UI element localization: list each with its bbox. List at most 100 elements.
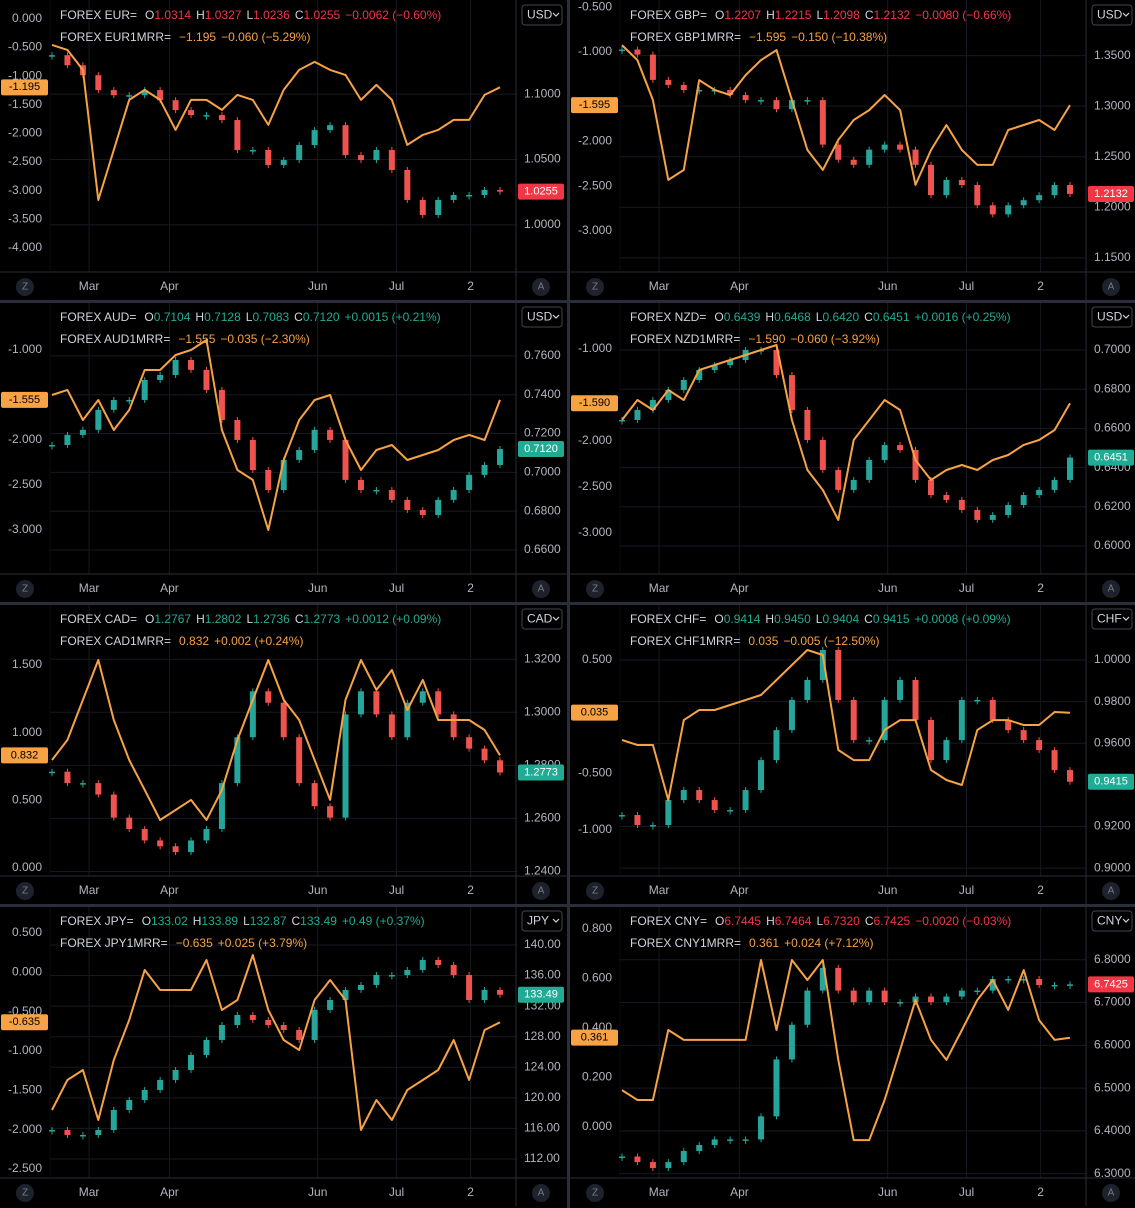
candle [974, 990, 981, 993]
currency-label[interactable]: CAD [527, 612, 553, 626]
control-label[interactable]: A [538, 584, 545, 595]
candle [126, 817, 133, 830]
y2-tick-label: 1.2600 [524, 811, 561, 825]
candle [388, 489, 395, 500]
control-button[interactable] [586, 882, 604, 900]
currency-chevron[interactable] [552, 314, 560, 319]
control-label[interactable]: Z [22, 1188, 28, 1199]
control-label[interactable]: A [1108, 1188, 1115, 1199]
currency-button[interactable] [521, 608, 563, 630]
currency-label[interactable]: USD [1097, 310, 1123, 324]
control-label[interactable]: Z [22, 282, 28, 293]
currency-button[interactable] [521, 4, 563, 26]
mrr-symbol: FOREX CHF1MRR= [630, 634, 740, 648]
currency-button[interactable] [521, 910, 563, 932]
control-button[interactable] [16, 1184, 34, 1202]
control-label[interactable]: A [538, 1188, 545, 1199]
y-tick-label: -1.000 [8, 1043, 42, 1057]
control-button[interactable] [1102, 1184, 1120, 1202]
candle [435, 959, 442, 966]
control-button[interactable] [532, 278, 550, 296]
control-button[interactable] [586, 278, 604, 296]
currency-label[interactable]: USD [1097, 8, 1123, 22]
candle [819, 649, 826, 680]
candle [649, 399, 656, 410]
currency-button[interactable] [1091, 910, 1133, 932]
control-label[interactable]: Z [22, 584, 28, 595]
candle [172, 846, 179, 853]
control-label[interactable]: A [538, 282, 545, 293]
x-tick-label: Jun [308, 883, 327, 897]
currency-chevron[interactable] [552, 12, 560, 17]
currency-label[interactable]: CHF [1097, 612, 1122, 626]
mrr-line [51, 43, 501, 201]
quote-header: FOREX CAD= O1.2767 H1.2802 L1.2736 C1.2773 +0… [60, 612, 441, 626]
ohlc-label: C [295, 612, 304, 626]
x-tick-label: 2 [467, 581, 474, 595]
control-button[interactable] [16, 882, 34, 900]
control-label[interactable]: Z [592, 886, 598, 897]
x-tick-label: Apr [730, 1185, 749, 1199]
currency-label[interactable]: USD [527, 310, 553, 324]
control-label[interactable]: A [1108, 282, 1115, 293]
ohlc-label: O [145, 612, 154, 626]
control-button[interactable] [1102, 580, 1120, 598]
ohlc-value: 6.7445 [724, 914, 761, 928]
control-label[interactable]: Z [22, 886, 28, 897]
candle [1036, 740, 1043, 751]
y2-tick-label: 0.9200 [1094, 819, 1131, 833]
currency-chevron[interactable] [552, 616, 560, 621]
currency-label[interactable]: USD [527, 8, 553, 22]
currency-button[interactable] [1091, 4, 1133, 26]
currency-chevron[interactable] [1122, 616, 1130, 621]
control-label[interactable]: Z [592, 584, 598, 595]
candle [680, 84, 687, 90]
candle [897, 445, 904, 450]
control-button[interactable] [586, 1184, 604, 1202]
currency-button[interactable] [1091, 306, 1133, 328]
y2-tick-label: 1.2500 [1094, 149, 1131, 163]
candle [711, 800, 718, 811]
currency-chevron[interactable] [552, 918, 560, 923]
control-button[interactable] [16, 580, 34, 598]
control-button[interactable] [532, 882, 550, 900]
control-button[interactable] [586, 580, 604, 598]
candle [172, 360, 179, 375]
candle [466, 975, 473, 1001]
currency-chevron[interactable] [1122, 314, 1130, 319]
control-button[interactable] [1102, 882, 1120, 900]
y2-tick-label: 1.1000 [524, 86, 561, 100]
currency-chevron[interactable] [1122, 12, 1130, 17]
candle [989, 515, 996, 520]
y2-tick-label: 0.6200 [1094, 499, 1131, 513]
control-label[interactable]: A [1108, 886, 1115, 897]
separator [0, 602, 1135, 605]
currency-label[interactable]: JPY [527, 914, 549, 928]
candle [619, 815, 625, 817]
candle [835, 967, 842, 991]
control-label[interactable]: A [538, 886, 545, 897]
control-button[interactable] [532, 1184, 550, 1202]
candle [141, 1089, 148, 1100]
control-button[interactable] [16, 278, 34, 296]
control-button[interactable] [532, 580, 550, 598]
currency-label[interactable]: CNY [1097, 914, 1122, 928]
control-label[interactable]: Z [592, 282, 598, 293]
price-marker [518, 183, 564, 200]
currency-chevron[interactable] [1122, 918, 1130, 923]
control-label[interactable]: A [1108, 584, 1115, 595]
price-marker-label: 1.2132 [1094, 188, 1128, 200]
symbol: FOREX CHF= [630, 612, 706, 626]
ohlc-label: L [816, 914, 823, 928]
y-tick-label: 0.000 [582, 1119, 612, 1133]
candle [619, 1156, 625, 1159]
candle [1020, 200, 1027, 206]
control-button[interactable] [1102, 278, 1120, 296]
ohlc-label: O [715, 914, 724, 928]
currency-button[interactable] [1091, 608, 1133, 630]
symbol: FOREX NZD= [630, 310, 706, 324]
x-tick-label: Mar [649, 581, 670, 595]
candle [265, 691, 272, 703]
control-label[interactable]: Z [592, 1188, 598, 1199]
currency-button[interactable] [521, 306, 563, 328]
